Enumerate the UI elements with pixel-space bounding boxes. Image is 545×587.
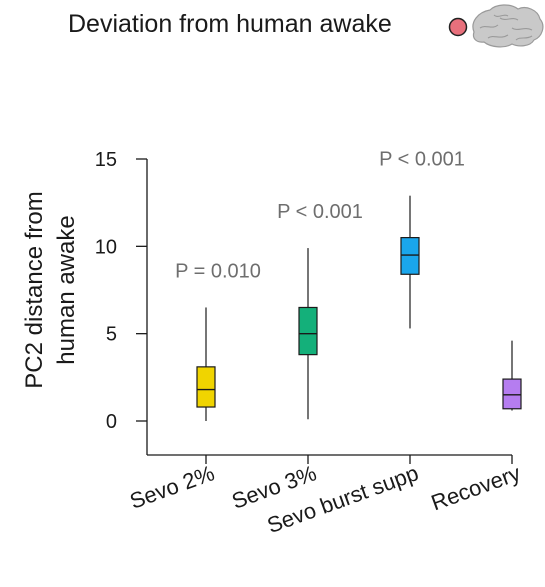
brain-icon — [472, 4, 544, 48]
p-value-annotation: P < 0.001 — [277, 201, 363, 223]
p-value-annotation: P < 0.001 — [379, 149, 465, 171]
annotations: P = 0.010 P < 0.001 P < 0.001 — [175, 149, 465, 283]
y-axis-label: PC2 distance from human awake — [21, 191, 80, 388]
p-value-annotation: P = 0.010 — [175, 260, 261, 282]
y-ticks: 0 5 10 15 — [95, 149, 147, 433]
box-3 — [400, 195, 420, 329]
chart-header: Deviation from human awake — [68, 4, 544, 48]
y-tick-label: 0 — [106, 411, 117, 433]
box-iqr — [196, 366, 216, 408]
box-2 — [298, 248, 318, 420]
y-axis-label-line: human awake — [53, 215, 80, 364]
box-1 — [196, 307, 216, 421]
box-4 — [502, 340, 522, 411]
x-ticks: Sevo 2% Sevo 3%Sevo burst supp Recovery — [126, 455, 524, 538]
y-tick-label: 10 — [95, 236, 117, 258]
y-tick-label: 5 — [106, 324, 117, 346]
chart-title: Deviation from human awake — [68, 10, 392, 38]
x-tick-label: Recovery — [428, 460, 524, 515]
box-iqr — [502, 378, 522, 410]
box-iqr — [298, 306, 318, 356]
y-axis-label-line: PC2 distance from — [21, 191, 48, 388]
plot-area — [196, 195, 522, 421]
box-iqr — [400, 237, 420, 275]
y-tick-label: 15 — [95, 149, 117, 171]
axes — [146, 159, 512, 456]
awake-marker-dot — [448, 17, 468, 37]
x-tick-label: Sevo 2% — [126, 460, 217, 514]
